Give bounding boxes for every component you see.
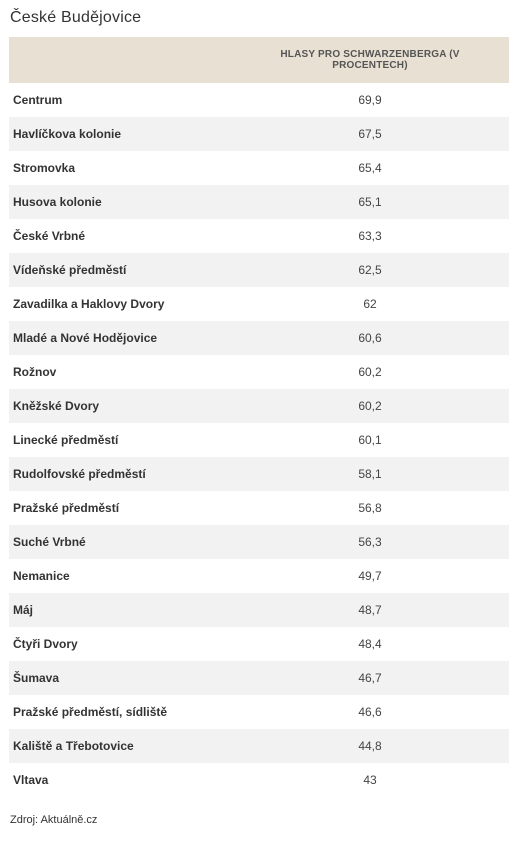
district-name: Linecké předměstí — [13, 433, 119, 447]
vote-percentage: 56,8 — [358, 501, 382, 515]
table-row: Havlíčkova kolonie 67,5 — [9, 117, 509, 151]
vote-percentage: 46,6 — [358, 705, 382, 719]
table-body: Centrum 69,9 Havlíčkova kolonie 67,5 Stromov… — [9, 83, 509, 797]
vote-percentage: 63,3 — [358, 229, 382, 243]
page-title: České Budějovice — [10, 9, 142, 26]
table-row: Suché Vrbné 56,3 — [9, 525, 509, 559]
table-row: Rudolfovské předměstí 58,1 — [9, 457, 509, 491]
table-row: Pražské předměstí, sídliště 46,6 — [9, 695, 509, 729]
vote-percentage: 56,3 — [358, 535, 382, 549]
district-name: Mladé a Nové Hodějovice — [13, 331, 158, 345]
vote-percentage: 58,1 — [358, 467, 382, 481]
table-row: Zavadilka a Haklovy Dvory 62 — [9, 287, 509, 321]
vote-percentage: 60,2 — [358, 365, 382, 379]
table-header: HLASY PRO SCHWARZENBERGA (V PROCENTECH) — [9, 37, 509, 83]
vote-percentage: 60,2 — [358, 399, 382, 413]
vote-percentage: 69,9 — [358, 93, 382, 107]
table-row: Linecké předměstí 60,1 — [9, 423, 509, 457]
vote-percentage: 62 — [363, 297, 377, 311]
source-note: Zdroj: Aktuálně.cz — [10, 814, 98, 826]
district-name: Vltava — [13, 773, 49, 787]
district-name: Zavadilka a Haklovy Dvory — [13, 297, 165, 311]
vote-percentage: 46,7 — [358, 671, 382, 685]
table-row: Kaliště a Třebotovice 44,8 — [9, 729, 509, 763]
district-name: Čtyři Dvory — [13, 637, 78, 651]
table-row: Čtyři Dvory 48,4 — [9, 627, 509, 661]
district-name: Kněžské Dvory — [13, 399, 100, 413]
vote-percentage: 65,1 — [358, 195, 382, 209]
district-name: Centrum — [13, 93, 63, 107]
vote-percentage: 44,8 — [358, 739, 382, 753]
district-name: Rudolfovské předměstí — [13, 467, 146, 481]
vote-percentage: 65,4 — [358, 161, 382, 175]
vote-percentage: 48,4 — [358, 637, 382, 651]
table-row: České Vrbné 63,3 — [9, 219, 509, 253]
table-row: Centrum 69,9 — [9, 83, 509, 117]
district-name: Stromovka — [13, 161, 76, 175]
district-name: Vídeňské předměstí — [13, 263, 127, 277]
district-name: České Vrbné — [13, 229, 86, 243]
district-name: Pražské předměstí, sídliště — [13, 705, 168, 719]
table-row: Vltava 43 — [9, 763, 509, 797]
table-row: Šumava 46,7 — [9, 661, 509, 695]
vote-percentage: 49,7 — [358, 569, 382, 583]
table-row: Máj 48,7 — [9, 593, 509, 627]
district-name: Nemanice — [13, 569, 70, 583]
table-row: Nemanice 49,7 — [9, 559, 509, 593]
table-row: Rožnov 60,2 — [9, 355, 509, 389]
header-votes-label: HLASY PRO SCHWARZENBERGA (V PROCENTECH) — [280, 49, 460, 71]
district-name: Havlíčkova kolonie — [13, 127, 122, 141]
district-name: Máj — [13, 603, 34, 617]
district-name: Rožnov — [13, 365, 57, 379]
table-row: Vídeňské předměstí 62,5 — [9, 253, 509, 287]
vote-percentage: 67,5 — [358, 127, 382, 141]
table-row: Stromovka 65,4 — [9, 151, 509, 185]
district-name: Pražské předměstí — [13, 501, 120, 515]
district-name: Kaliště a Třebotovice — [13, 739, 134, 753]
district-name: Šumava — [13, 671, 60, 685]
district-name: Suché Vrbné — [13, 535, 86, 549]
table-row: Kněžské Dvory 60,2 — [9, 389, 509, 423]
vote-percentage: 60,6 — [358, 331, 382, 345]
vote-percentage: 43 — [363, 773, 377, 787]
table-row: Mladé a Nové Hodějovice 60,6 — [9, 321, 509, 355]
vote-percentage: 60,1 — [358, 433, 382, 447]
table-row: Pražské předměstí 56,8 — [9, 491, 509, 525]
vote-percentage: 48,7 — [358, 603, 382, 617]
table-row: Husova kolonie 65,1 — [9, 185, 509, 219]
vote-percentage: 62,5 — [358, 263, 382, 277]
district-name: Husova kolonie — [13, 195, 102, 209]
results-table: HLASY PRO SCHWARZENBERGA (V PROCENTECH) … — [9, 37, 509, 797]
